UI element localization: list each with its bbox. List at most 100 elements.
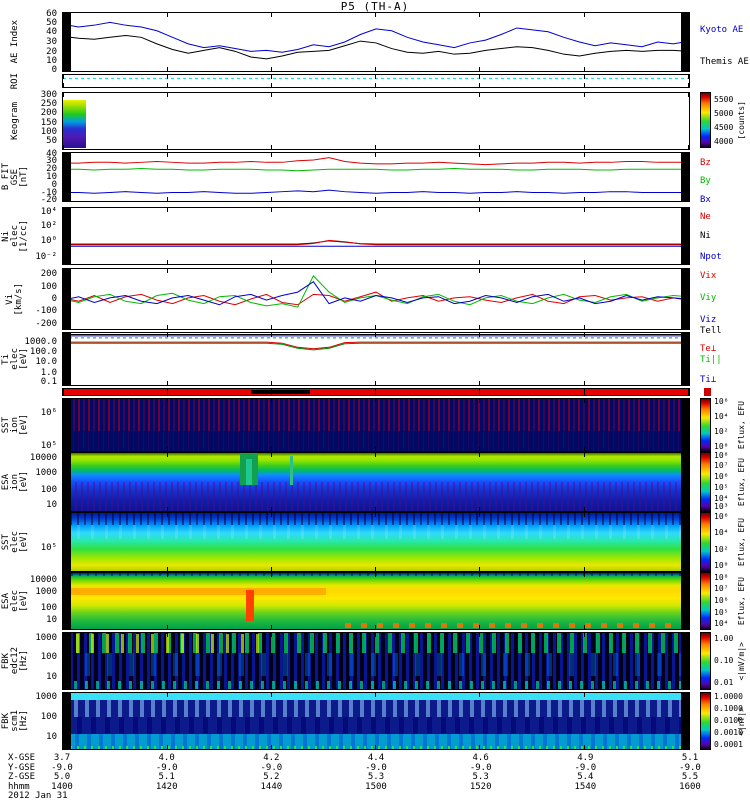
x-tick [271,269,273,273]
x-tick [167,745,169,749]
y-tick-label: 20 [46,164,57,174]
x-tick [583,507,585,511]
x-tick [375,685,377,689]
colorbar-tick-label: 10⁶ [714,397,729,407]
x-tick [687,625,689,629]
axis-row-label: Y-GSE [8,762,36,773]
x-tick [687,93,689,97]
x-tick [687,399,689,403]
x-tick [271,153,273,157]
x-tick [271,399,273,403]
x-tick [167,333,169,337]
x-tick [167,391,169,395]
x-tick [375,67,377,71]
x-tick [63,13,64,17]
x-tick [479,567,481,571]
colorbar-tick-label: 0.0001 [714,740,743,750]
x-tick [687,685,689,689]
spectrogram-feature [245,458,253,486]
x-tick [63,453,64,457]
series-label-vi: Vix [700,271,717,282]
x-tick [271,333,273,337]
x-tick [687,513,689,517]
x-tick [375,513,377,517]
axis-row-label: hhmm [8,781,30,792]
x-tick [479,391,481,395]
x-tick [375,208,377,212]
x-tick [375,83,377,87]
x-tick [167,625,169,629]
y-tick-label: 250 [40,99,57,110]
axis-tick-value: 4.9 [577,753,594,763]
x-tick [583,625,585,629]
x-tick [375,260,377,264]
ylabel-line: ROI [9,72,20,90]
axis-row-label: X-GSE [8,753,36,763]
x-tick [375,145,377,149]
panel-roi [62,74,690,88]
x-tick [375,573,377,577]
x-tick [271,633,273,637]
series-label-ni: Npot [700,252,722,263]
x-tick [375,93,377,97]
x-tick [271,745,273,749]
x-tick [63,153,64,157]
colorbar-tick-label: 10² [714,544,729,554]
x-tick [479,633,481,637]
series-ne [63,240,689,244]
x-tick [687,453,689,457]
x-tick [63,625,64,629]
y-tick-label: -20 [40,195,57,205]
panel-ti [62,332,690,386]
x-tick [583,83,585,87]
x-tick [583,325,585,329]
x-tick [687,67,689,71]
y-tick-label: 100.0 [29,346,57,357]
x-tick [271,685,273,689]
series-label-ni: Ne [700,211,711,222]
x-tick [479,333,481,337]
y-tick-label: 1000 [35,692,57,703]
series-label-ae: Kyoto AE [700,25,744,36]
spectrogram-feature [63,482,689,511]
colorbar-tick-label: 5000 [714,109,734,119]
spectrogram-feature [289,455,294,485]
x-tick [271,573,273,577]
axis-tick-value: 5.0 [53,772,71,782]
colorbar-unit-fbk_e: <|mV/m|> [737,632,746,690]
colorbar-tick-label: 0.10 [714,656,734,665]
colorbar-tick-label: 10⁴ [714,619,729,629]
x-tick [167,208,169,212]
y-tick-label: 100 [40,651,57,662]
x-tick [167,381,169,385]
x-tick [375,75,377,79]
spectrogram-feature [246,589,254,621]
y-tick-label: -200 [35,318,57,329]
x-tick [687,333,689,337]
series-viy [63,276,689,307]
x-tick [271,507,273,511]
series-label-ti: Ti⊥ [700,375,717,386]
colorbar-tick-label: 10⁵ [714,483,729,492]
x-tick [375,399,377,403]
x-tick [583,269,585,273]
x-tick [167,447,169,451]
spectrogram-feature [63,524,689,540]
axis-tick-value: 1420 [155,781,178,792]
y-tick-label: 10 [46,732,57,743]
x-tick [479,685,481,689]
y-tick-label: 10⁰ [40,235,57,246]
x-tick [63,333,64,337]
colorbar-tick-label: 10⁸ [714,572,729,582]
x-tick [167,145,169,149]
x-tick [375,633,377,637]
x-tick [63,93,64,97]
x-tick [63,67,64,71]
x-tick [687,507,689,511]
series-label-ni: Ni [700,231,711,242]
panel-ae [62,12,690,72]
axis-tick-value: 3.7 [53,753,71,763]
colorbar-unit-text: Eflux, EFU [737,400,746,450]
axis-tick-value: 1540 [574,781,597,792]
colorbar-tick-label: 10⁰ [714,441,729,451]
